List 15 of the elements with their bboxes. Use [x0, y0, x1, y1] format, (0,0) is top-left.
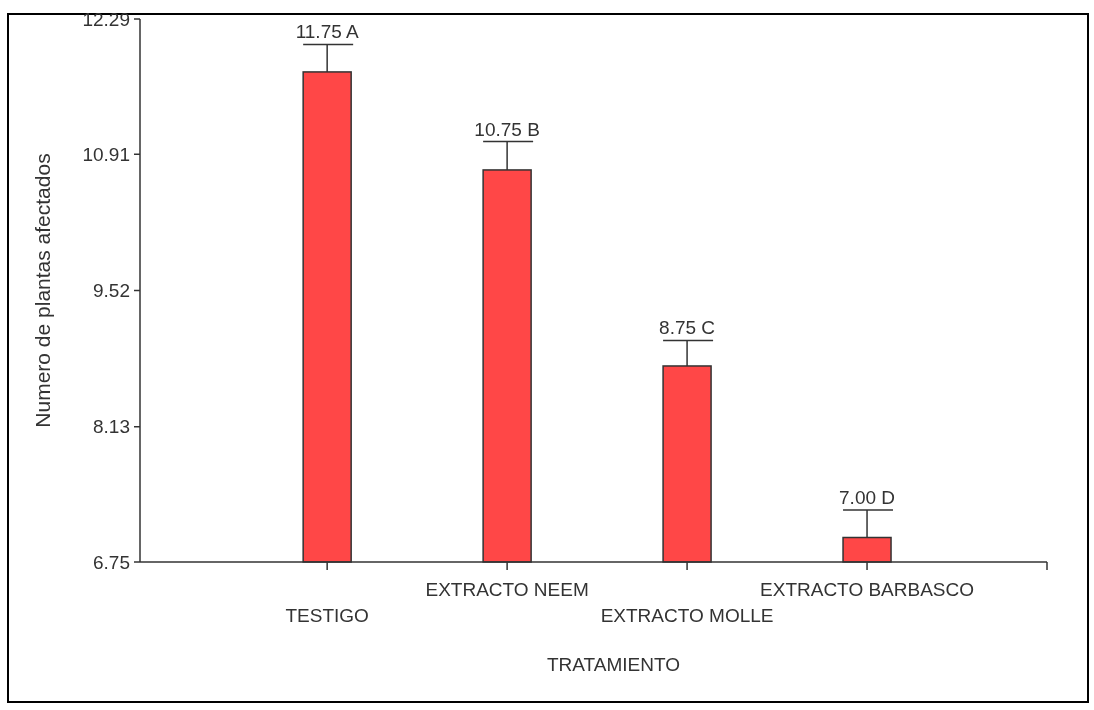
data-label: 11.75 A: [295, 21, 359, 43]
y-tick-label: 9.52: [93, 280, 130, 302]
x-axis-title: TRATAMIENTO: [547, 654, 680, 675]
x-tick-label: EXTRACTO NEEM: [425, 579, 589, 600]
data-label: 7.00 D: [839, 487, 896, 509]
x-tick-label: EXTRACTO BARBASCO: [760, 579, 975, 600]
x-tick-label: EXTRACTO MOLLE: [600, 605, 774, 626]
y-tick-label: 6.75: [93, 551, 130, 573]
data-label: 10.75 B: [474, 118, 540, 140]
y-tick-label: 10.91: [82, 143, 130, 165]
x-tick-label: TESTIGO: [285, 605, 369, 626]
y-axis-title: Numero de plantas afectados: [31, 153, 54, 428]
data-label: 8.75 C: [659, 317, 716, 339]
y-tick-label: 12.29: [82, 8, 130, 30]
y-tick-label: 8.13: [93, 416, 130, 438]
